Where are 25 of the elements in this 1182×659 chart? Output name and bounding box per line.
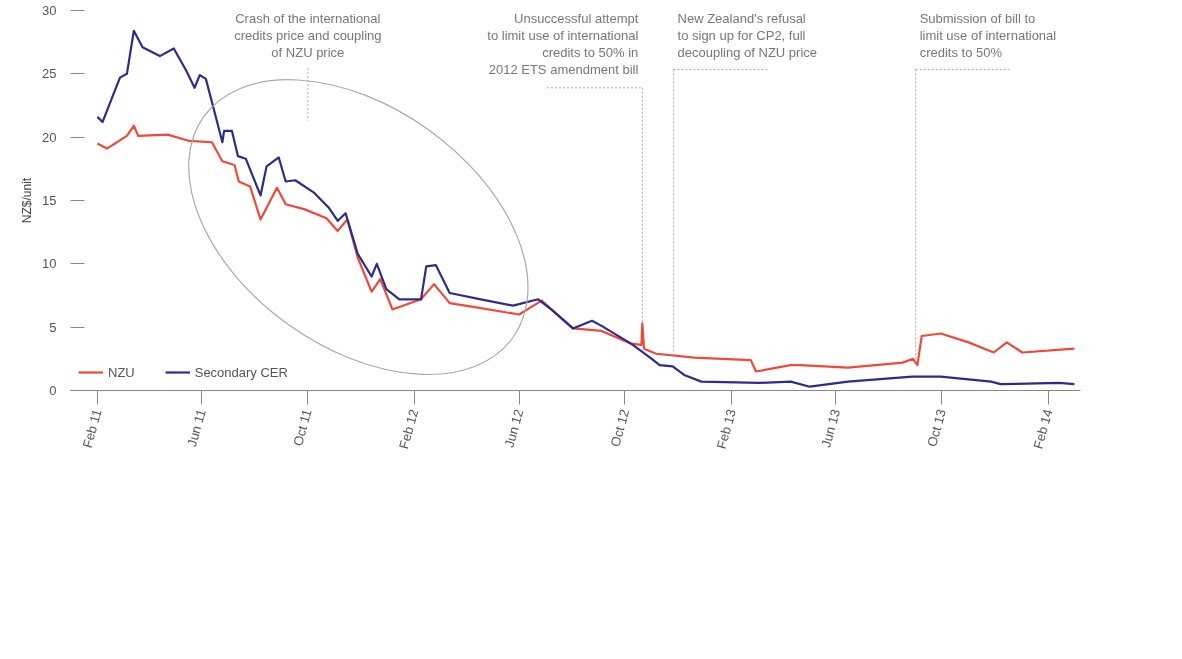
y-tick-label: 25 <box>42 66 57 82</box>
x-tick-label: Oct 12 <box>607 407 633 449</box>
x-tick-label: Feb 12 <box>396 407 422 451</box>
x-tick-label: Jun 13 <box>818 407 844 450</box>
y-tick-label: 0 <box>49 383 57 398</box>
line-series <box>96 29 1076 388</box>
x-tick-label: Jun 12 <box>501 407 527 450</box>
annotation: Crash of the international credits price and coupling of NZU price <box>234 10 382 60</box>
x-tick-label: Oct 13 <box>924 407 949 449</box>
y-tick-label: 20 <box>42 129 57 145</box>
legend-label: Secondary CER <box>194 364 288 380</box>
x-tick-label: Oct 11 <box>290 407 315 448</box>
annotation: New Zealand's refusal to sign up for CP2, full decoupling of NZU price <box>677 10 818 60</box>
x-tick-label: Jun 11 <box>184 407 209 449</box>
annotation: Submission of bill to limit use of international credits to 50% <box>919 10 1057 60</box>
y-tick-label: 5 <box>49 319 57 335</box>
y-tick-label: 30 <box>42 3 57 18</box>
x-tick-label: Feb 14 <box>1030 407 1056 451</box>
x-tick-label: Feb 13 <box>713 407 739 451</box>
annotation: Unsuccessful attempt to limit use of international credits to 50% in 2012 ETS amendment bill <box>487 10 639 78</box>
x-tick-label: Feb 11 <box>79 407 105 450</box>
y-tick-label: 15 <box>42 193 57 208</box>
y-axis-title: NZ$/unit <box>20 177 35 224</box>
y-tick-label: 10 <box>42 256 57 272</box>
legend-label: NZU <box>108 364 135 380</box>
